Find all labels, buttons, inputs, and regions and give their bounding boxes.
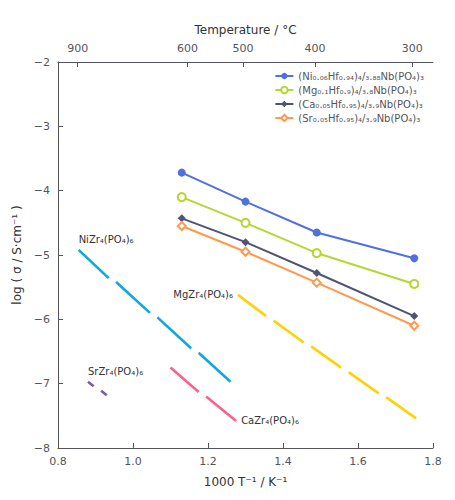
- svg-text:1.2: 1.2: [199, 455, 217, 468]
- svg-text:1.8: 1.8: [424, 455, 442, 468]
- svg-text:−7: −7: [34, 377, 50, 390]
- svg-text:400: 400: [305, 42, 326, 55]
- svg-text:(Mg₀.₁Hf₀.₉)₄/₃.₈Nb(PO₄)₃: (Mg₀.₁Hf₀.₉)₄/₃.₈Nb(PO₄)₃: [298, 85, 416, 96]
- svg-text:−2: −2: [34, 56, 50, 69]
- svg-text:600: 600: [177, 42, 198, 55]
- svg-text:SrZr₄(PO₄)₆: SrZr₄(PO₄)₆: [88, 366, 143, 377]
- svg-text:300: 300: [402, 42, 423, 55]
- svg-text:0.8: 0.8: [49, 455, 67, 468]
- svg-text:1.6: 1.6: [349, 455, 367, 468]
- svg-text:1000 T⁻¹ / K⁻¹: 1000 T⁻¹ / K⁻¹: [204, 475, 288, 489]
- svg-text:−3: −3: [34, 120, 50, 133]
- svg-text:−5: −5: [34, 249, 50, 262]
- svg-text:−6: −6: [34, 313, 50, 326]
- svg-text:1.4: 1.4: [274, 455, 292, 468]
- svg-text:−8: −8: [34, 442, 50, 455]
- svg-text:900: 900: [67, 42, 88, 55]
- svg-text:CaZr₄(PO₄)₆: CaZr₄(PO₄)₆: [241, 415, 299, 426]
- svg-text:NiZr₄(PO₄)₆: NiZr₄(PO₄)₆: [79, 234, 134, 245]
- svg-text:−4: −4: [34, 184, 50, 197]
- svg-text:1.0: 1.0: [124, 455, 142, 468]
- svg-text:(Ca₀.₀₅Hf₀.₉₅)₄/₃.₉Nb(PO₄)₃: (Ca₀.₀₅Hf₀.₉₅)₄/₃.₉Nb(PO₄)₃: [298, 99, 423, 110]
- svg-text:500: 500: [233, 42, 254, 55]
- svg-text:(Ni₀.₀₆Hf₀.₉₄)₄/₃.₈₈Nb(PO₄)₃: (Ni₀.₀₆Hf₀.₉₄)₄/₃.₈₈Nb(PO₄)₃: [298, 71, 424, 82]
- svg-text:Temperature / °C: Temperature / °C: [193, 23, 296, 37]
- svg-text:MgZr₄(PO₄)₆: MgZr₄(PO₄)₆: [173, 289, 233, 300]
- svg-text:(Sr₀.₀₅Hf₀.₉₅)₄/₃.₉Nb(PO₄)₃: (Sr₀.₀₅Hf₀.₉₅)₄/₃.₉Nb(PO₄)₃: [298, 113, 420, 124]
- svg-text:log ( σ / S·cm⁻¹ ): log ( σ / S·cm⁻¹ ): [10, 205, 24, 304]
